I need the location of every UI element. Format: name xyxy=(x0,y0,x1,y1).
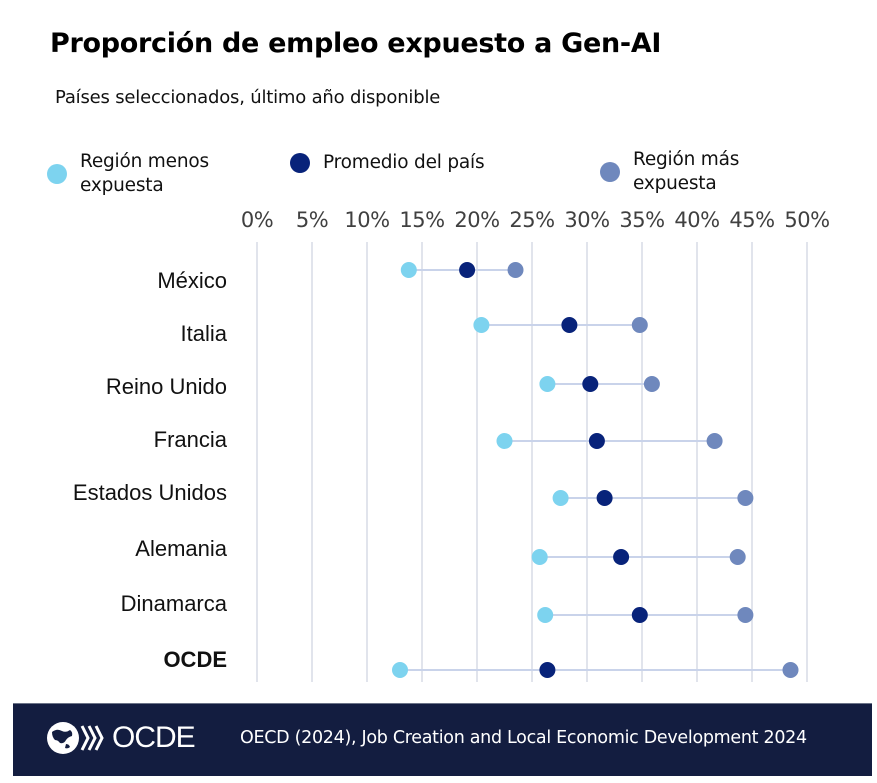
legend-item-avg: Promedio del país xyxy=(290,151,485,175)
category-label: México xyxy=(157,268,227,293)
x-tick-label: 30% xyxy=(564,208,610,232)
low-exposure-point xyxy=(400,262,417,278)
high-exposure-point xyxy=(737,607,754,623)
x-tick-label: 50% xyxy=(784,208,830,232)
high-exposure-point xyxy=(782,662,799,678)
chart-title: Proporción de empleo expuesto a Gen-AI xyxy=(50,28,662,59)
category-label: Francia xyxy=(153,427,227,452)
x-tick-label: 40% xyxy=(674,208,720,232)
legend-item-low: Región menos expuesta xyxy=(47,150,209,198)
oecd-logo-text: OCDE xyxy=(112,721,196,754)
legend-marker-avg-icon xyxy=(290,153,310,173)
oecd-logo: OCDE xyxy=(46,720,196,756)
source-citation: OECD (2024), Job Creation and Local Econ… xyxy=(240,728,807,748)
legend-marker-high-icon xyxy=(600,162,620,182)
country-average-point xyxy=(596,490,613,506)
low-exposure-point xyxy=(392,662,408,678)
country-average-point xyxy=(588,433,605,449)
legend-item-high: Región más expuesta xyxy=(600,148,739,196)
low-exposure-point xyxy=(552,490,569,506)
x-tick-label: 0% xyxy=(240,208,274,232)
low-exposure-point xyxy=(531,549,548,565)
low-exposure-point xyxy=(537,607,554,623)
legend-label-high: Región más expuesta xyxy=(633,149,740,194)
category-label: Dinamarca xyxy=(120,591,227,616)
legend-marker-low-icon xyxy=(47,164,67,184)
high-exposure-point xyxy=(643,376,660,392)
x-tick-label: 15% xyxy=(399,208,445,232)
chart-subtitle: Países seleccionados, último año disponi… xyxy=(55,87,441,108)
country-average-point xyxy=(613,549,630,565)
country-average-point xyxy=(561,317,578,333)
country-average-point xyxy=(539,662,556,678)
oecd-globe-icon xyxy=(47,722,104,754)
high-exposure-point xyxy=(737,490,754,506)
country-average-point xyxy=(631,607,648,623)
x-tick-label: 5% xyxy=(295,208,329,232)
high-exposure-point xyxy=(631,317,648,333)
x-tick-label: 45% xyxy=(729,208,775,232)
legend-label-low: Región menos expuesta xyxy=(80,151,209,196)
category-label: Estados Unidos xyxy=(72,480,227,505)
dumbbell-plot xyxy=(256,242,808,682)
x-tick-label: 10% xyxy=(344,208,390,232)
low-exposure-point xyxy=(473,317,490,333)
country-average-point xyxy=(582,376,599,392)
low-exposure-point xyxy=(539,376,556,392)
category-label: Alemania xyxy=(135,536,227,561)
high-exposure-point xyxy=(706,433,723,449)
high-exposure-point xyxy=(507,262,524,278)
low-exposure-point xyxy=(496,433,513,449)
category-label: Italia xyxy=(180,321,227,346)
high-exposure-point xyxy=(729,549,746,565)
x-tick-label: 35% xyxy=(619,208,665,232)
country-average-point xyxy=(459,262,476,278)
category-label: OCDE xyxy=(163,647,227,672)
category-label: Reino Unido xyxy=(105,374,227,399)
legend-label-avg: Promedio del país xyxy=(323,152,485,173)
x-tick-label: 25% xyxy=(509,208,555,232)
x-tick-label: 20% xyxy=(454,208,500,232)
footer-bar: OCDE OECD (2024), Job Creation and Local… xyxy=(13,703,872,776)
